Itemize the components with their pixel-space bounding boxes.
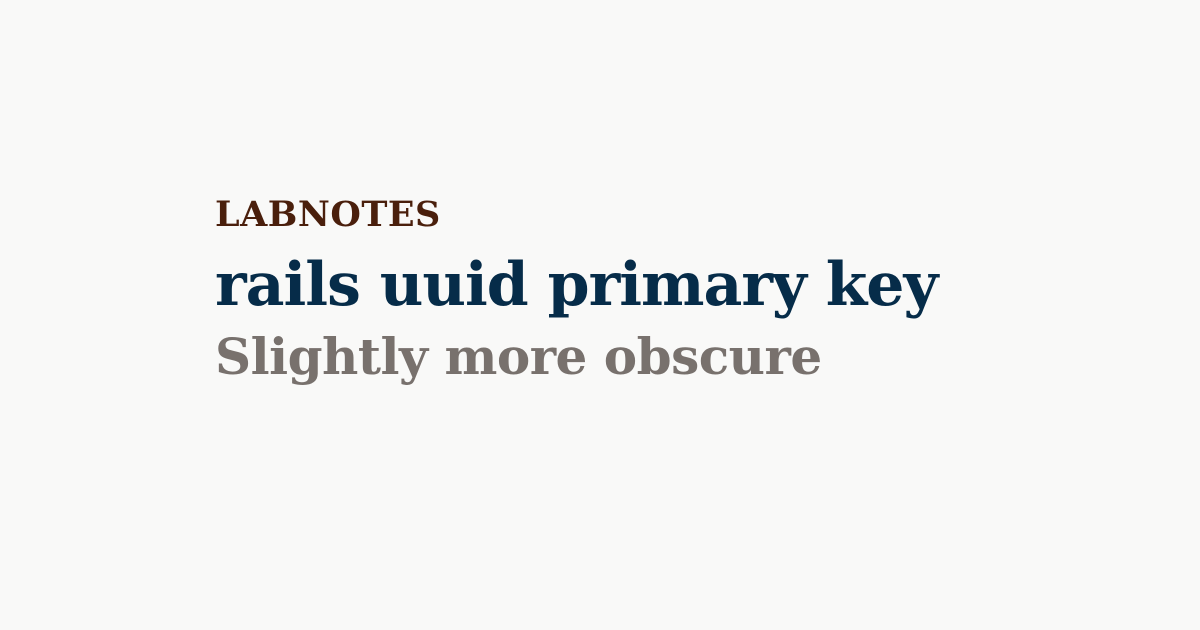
brand-label: LABNOTES [215,194,441,235]
card-text-block: LABNOTES rails uuid primary key Slightly… [215,192,1135,392]
post-title: rails uuid primary key [215,250,938,320]
post-subtitle: Slightly more obscure [215,327,822,386]
